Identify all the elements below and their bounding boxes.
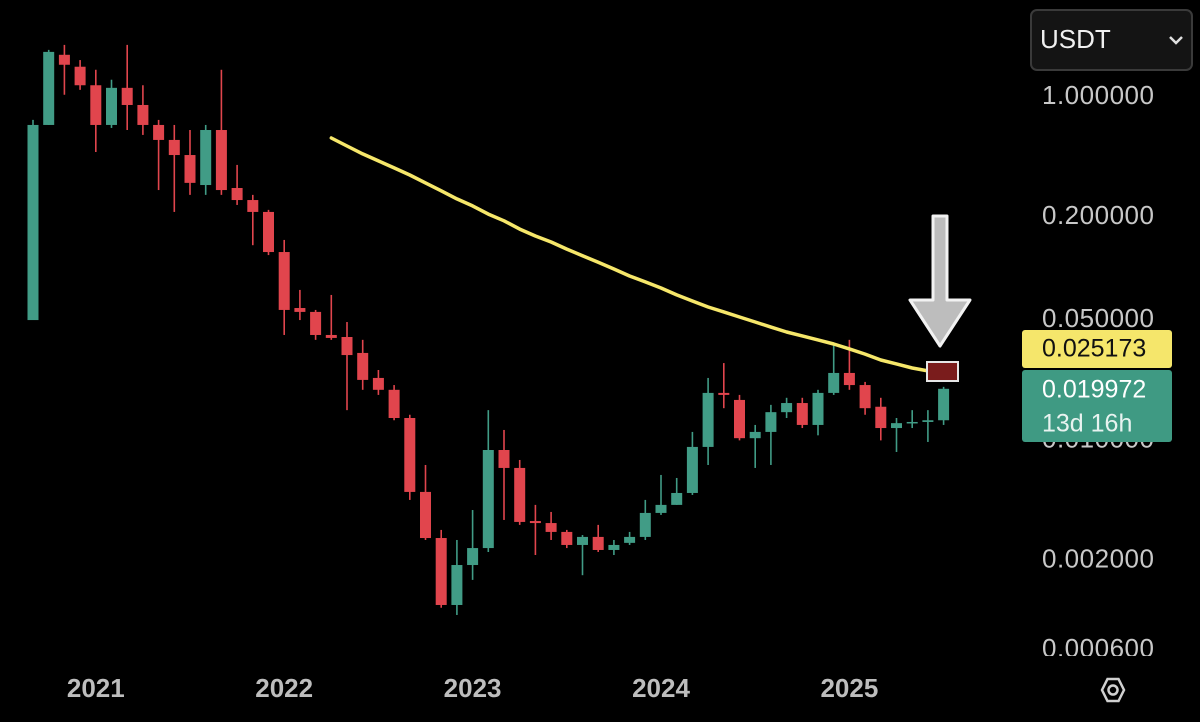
candle-body <box>639 512 651 537</box>
candle-body <box>749 431 761 439</box>
dropdown-chevron[interactable] <box>1169 36 1183 45</box>
candle-body <box>655 504 667 513</box>
moving-average-line <box>329 136 946 374</box>
candle-body <box>891 423 902 429</box>
candle-body <box>467 548 479 566</box>
candle-body <box>843 372 855 386</box>
candle-body <box>278 252 290 310</box>
candle-body <box>718 392 730 395</box>
candle-body <box>153 124 165 140</box>
candle-body <box>702 392 714 447</box>
hexagon-icon[interactable] <box>1100 677 1126 703</box>
candle-body <box>27 124 39 321</box>
candle-body <box>215 130 227 191</box>
candle-body <box>608 544 620 550</box>
candle-body <box>90 85 102 125</box>
candle-body <box>420 491 431 539</box>
x-tick-label: 2025 <box>820 673 878 703</box>
candle-body <box>828 372 840 393</box>
candle-body <box>106 87 117 125</box>
candle-body <box>137 104 149 125</box>
candle-body <box>388 389 400 419</box>
candle-body <box>168 139 180 156</box>
currency-dropdown[interactable]: USDT <box>1030 9 1193 71</box>
candle-body <box>435 538 447 605</box>
candle-body <box>325 334 337 338</box>
candle-body <box>592 536 604 550</box>
candle-body <box>74 66 86 86</box>
plot-area <box>27 44 950 615</box>
candle-body <box>200 130 212 186</box>
settings-button[interactable] <box>1100 677 1126 703</box>
annotation-box <box>926 361 959 382</box>
hexagon-icon-center[interactable] <box>1107 684 1119 696</box>
candle-body <box>545 523 557 532</box>
candle-body <box>577 536 588 545</box>
candle-body <box>938 388 950 421</box>
candle-body <box>922 420 934 422</box>
last-price-label: 0.019972 <box>1042 376 1146 404</box>
candle-body <box>734 399 745 439</box>
candle-body <box>404 418 416 492</box>
y-tick-label: 0.000600 <box>1042 633 1154 663</box>
y-tick-label: 0.050000 <box>1042 303 1154 333</box>
candle-body <box>247 200 259 212</box>
y-tick-label: 0.002000 <box>1042 543 1154 573</box>
line-price-label: 0.025173 <box>1042 335 1146 363</box>
x-tick-label: 2021 <box>67 673 125 703</box>
candle-body <box>482 449 494 549</box>
candle-body <box>514 467 526 522</box>
candle-body <box>294 308 306 312</box>
candle-body <box>875 406 887 429</box>
candle-body <box>859 385 871 409</box>
last-price-badge <box>1022 370 1172 442</box>
candle-body <box>781 403 793 413</box>
candle-body <box>310 311 322 335</box>
y-tick-label: 1.000000 <box>1042 80 1154 110</box>
candle-body <box>357 352 369 380</box>
candle-body <box>812 392 824 425</box>
candle-body <box>231 187 243 201</box>
dropdown-box[interactable] <box>1030 9 1193 71</box>
candle-body <box>498 449 510 468</box>
line-price-badge <box>1022 330 1172 368</box>
candle-body <box>529 521 541 524</box>
candle-body <box>686 446 698 493</box>
candle-body <box>624 536 636 543</box>
candle-body <box>451 565 463 605</box>
candle-body <box>372 377 384 390</box>
candle-body <box>796 403 808 425</box>
candle-body <box>671 492 683 505</box>
candle-body <box>906 421 918 424</box>
currency-label[interactable]: USDT <box>1040 24 1111 54</box>
x-tick-label: 2022 <box>255 673 313 703</box>
y-tick-label: 0.200000 <box>1042 200 1154 230</box>
candle-body <box>58 54 70 65</box>
candle-body <box>121 87 133 105</box>
x-tick-label: 2023 <box>444 673 502 703</box>
candle-body <box>561 531 573 545</box>
candle-body <box>341 336 353 356</box>
candle-body <box>43 51 55 125</box>
countdown: 13d 16h <box>1042 410 1132 438</box>
candle-body <box>263 211 274 253</box>
candle-body <box>184 155 196 183</box>
x-tick-label: 2024 <box>632 673 690 703</box>
annotation-arrow <box>908 214 972 348</box>
candle-body <box>765 412 777 432</box>
